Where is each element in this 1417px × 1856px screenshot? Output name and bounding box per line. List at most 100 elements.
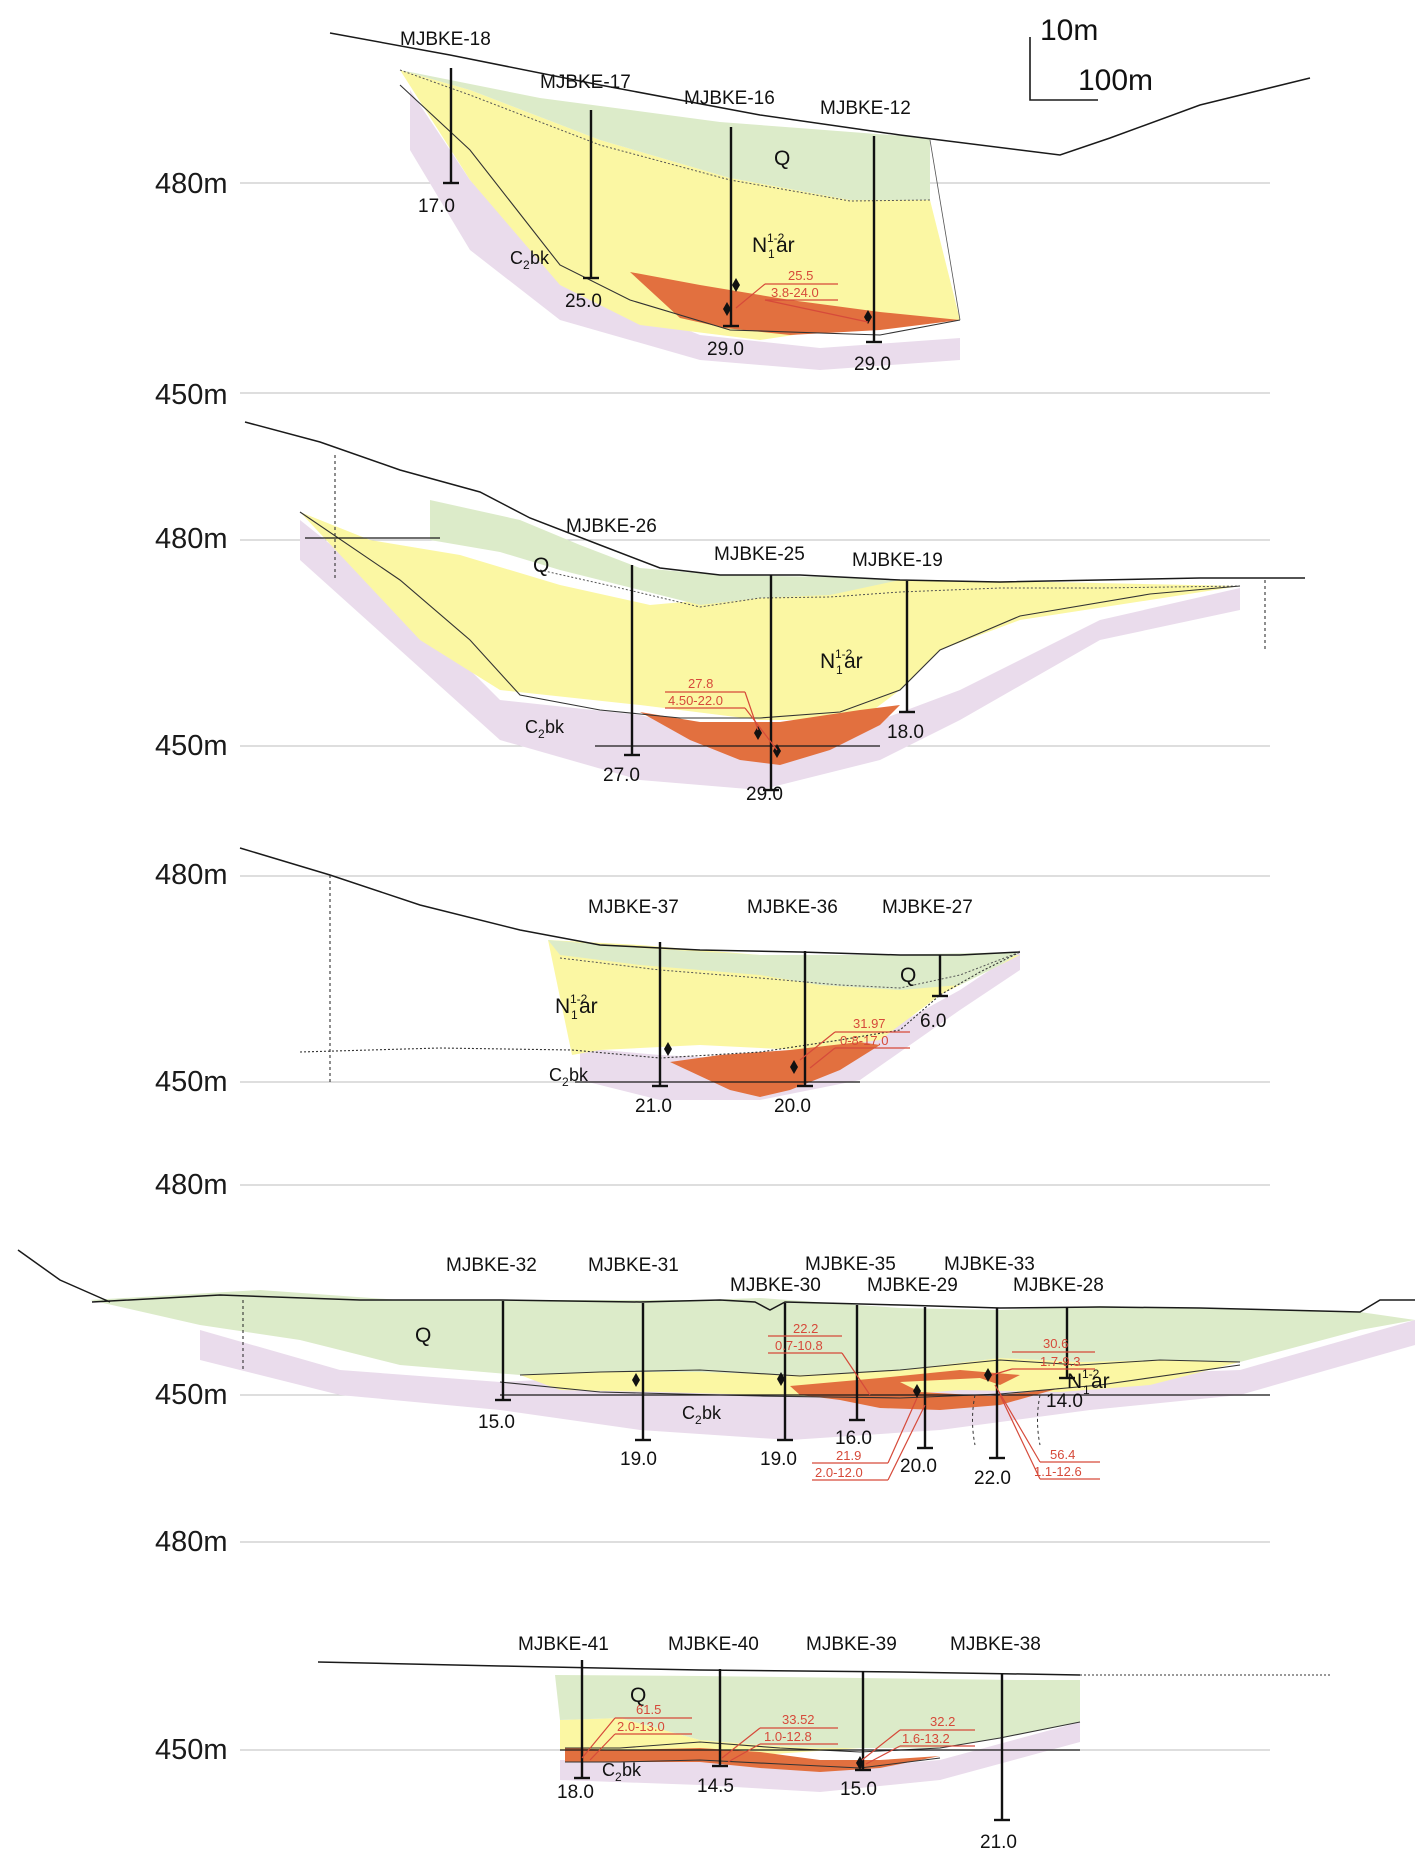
- assay-callout: 30.6 1.7-9.3: [991, 1336, 1095, 1376]
- ore-body: [670, 1042, 880, 1097]
- unit-label-carboniferous: C 2 bk: [682, 1403, 722, 1427]
- svg-text:C: C: [510, 248, 523, 268]
- svg-text:2: 2: [538, 727, 545, 741]
- svg-text:N: N: [752, 234, 767, 257]
- fault-trace: [972, 1394, 976, 1446]
- well-depth-label: 18.0: [557, 1782, 594, 1803]
- well: MJBKE-29 20.0: [867, 1275, 958, 1477]
- unit-label-carboniferous: C 2 bk: [510, 248, 550, 272]
- ground-surface: [239, 847, 1021, 956]
- svg-text:2: 2: [523, 258, 530, 272]
- well: MJBKE-25 29.0: [714, 544, 805, 805]
- unit-label-q: Q: [533, 554, 549, 577]
- well-label: MJBKE-39: [806, 1634, 897, 1655]
- well: MJBKE-40 14.5: [668, 1634, 759, 1797]
- well-depth-label: 19.0: [760, 1449, 797, 1470]
- scale-vertical-label: 10m: [1040, 14, 1098, 47]
- well-label: MJBKE-28: [1013, 1275, 1104, 1296]
- well-depth-label: 17.0: [418, 196, 455, 217]
- assay-grade: 56.4: [1050, 1447, 1075, 1462]
- scale-bar: 10m 100m: [1029, 14, 1153, 101]
- carboniferous-layer: [560, 1722, 1080, 1792]
- well: MJBKE-41 18.0: [518, 1634, 609, 1803]
- sample-marker: [664, 1042, 672, 1056]
- well-depth-label: 21.0: [635, 1096, 672, 1117]
- sample-marker: [790, 1060, 798, 1074]
- well-label: MJBKE-17: [540, 72, 631, 93]
- well: MJBKE-36 20.0: [747, 897, 838, 1117]
- sample-marker: [723, 302, 731, 316]
- well-label: MJBKE-18: [400, 29, 491, 50]
- well-label: MJBKE-16: [684, 88, 775, 109]
- assay-callout: 27.8 4.50-22.0: [665, 676, 778, 751]
- assay-callout: 32.2 1.6-13.2: [861, 1714, 975, 1765]
- well-label: MJBKE-25: [714, 544, 805, 565]
- neogene-layer: [400, 70, 960, 340]
- svg-text:bk: bk: [702, 1403, 722, 1423]
- svg-text:1: 1: [571, 1008, 578, 1022]
- well: MJBKE-30 19.0: [730, 1275, 821, 1470]
- assay-interval: 3.8-24.0: [771, 285, 819, 300]
- assay-grade: 32.2: [930, 1714, 955, 1729]
- well-depth-label: 15.0: [840, 1779, 877, 1800]
- svg-text:1: 1: [836, 663, 843, 677]
- assay-grade: 22.2: [793, 1321, 818, 1336]
- well: MJBKE-33 22.0: [944, 1254, 1035, 1489]
- q-base-contact: [399, 69, 931, 202]
- elevation-label: 450m: [155, 1066, 228, 1098]
- svg-text:bk: bk: [569, 1065, 589, 1085]
- unit-label-carboniferous: C 2 bk: [549, 1065, 589, 1089]
- elevation-label: 450m: [155, 379, 228, 411]
- assay-callout: 22.2 0.7-10.8: [768, 1321, 871, 1396]
- unit-label-neogene: N 1-2 1 ar: [555, 992, 598, 1022]
- well-depth-label: 16.0: [835, 1428, 872, 1449]
- assay-grade: 25.5: [788, 268, 813, 283]
- assay-interval: 0.7-10.8: [775, 1338, 823, 1353]
- assay-callout: 25.5 3.8-24.0: [735, 268, 869, 323]
- assay-grade: 33.52: [782, 1712, 815, 1727]
- scale-horizontal-label: 100m: [1078, 64, 1153, 97]
- carboniferous-layer: [300, 520, 1240, 790]
- well-label: MJBKE-29: [867, 1275, 958, 1296]
- quaternary-layer: [400, 70, 930, 200]
- well-label: MJBKE-31: [588, 1255, 679, 1276]
- assay-interval: 1.1-12.6: [1034, 1464, 1082, 1479]
- svg-text:C: C: [682, 1403, 695, 1423]
- well: MJBKE-37 21.0: [588, 897, 679, 1117]
- assay-callout: 31.97 0-8-17.0: [799, 1016, 910, 1069]
- unit-label-neogene: N 1-2 1 ar: [1067, 1367, 1110, 1397]
- assay-interval: 2.0-13.0: [617, 1719, 665, 1734]
- svg-text:C: C: [525, 717, 538, 737]
- svg-text:1-2: 1-2: [570, 992, 588, 1006]
- neogene-base-contact: [519, 1359, 1241, 1377]
- assay-grade: 30.6: [1043, 1336, 1068, 1351]
- well-depth-label: 29.0: [854, 354, 891, 375]
- well-label: MJBKE-38: [950, 1634, 1041, 1655]
- ore-base-contact: [565, 1757, 941, 1769]
- well: MJBKE-35 16.0: [805, 1254, 896, 1449]
- well-label: MJBKE-41: [518, 1634, 609, 1655]
- well-depth-label: 22.0: [974, 1468, 1011, 1489]
- elevation-label: 480m: [155, 1526, 228, 1558]
- assay-callout: 61.5 2.0-13.0: [581, 1702, 692, 1761]
- well: MJBKE-32 15.0: [446, 1255, 537, 1433]
- svg-text:1-2: 1-2: [1082, 1367, 1100, 1381]
- ground-surface: [17, 1249, 111, 1303]
- section-4: 480m 450m MJBKE-32 15.0 MJBKE-31 19.0: [17, 1169, 1415, 1489]
- unit-label-carboniferous: C 2 bk: [602, 1760, 642, 1784]
- svg-text:ar: ar: [1091, 1370, 1110, 1393]
- elevation-label: 450m: [155, 1379, 228, 1411]
- unit-label-q: Q: [900, 964, 916, 987]
- well: MJBKE-16 29.0: [684, 88, 775, 360]
- well-depth-label: 14.5: [697, 1776, 734, 1797]
- neogene-base-contact: [399, 84, 961, 336]
- well: MJBKE-18 17.0: [400, 29, 491, 217]
- well: MJBKE-19 18.0: [852, 550, 943, 743]
- unit-label-neogene: N 1-2 1 ar: [820, 647, 863, 677]
- elevation-label: 450m: [155, 730, 228, 762]
- well-depth-label: 27.0: [603, 765, 640, 786]
- section-5: 480m 450m MJBKE-41 18.0 MJBKE-40 14.5 MJ…: [155, 1526, 1330, 1853]
- well-label: MJBKE-26: [566, 516, 657, 537]
- quaternary-layer: [430, 500, 900, 605]
